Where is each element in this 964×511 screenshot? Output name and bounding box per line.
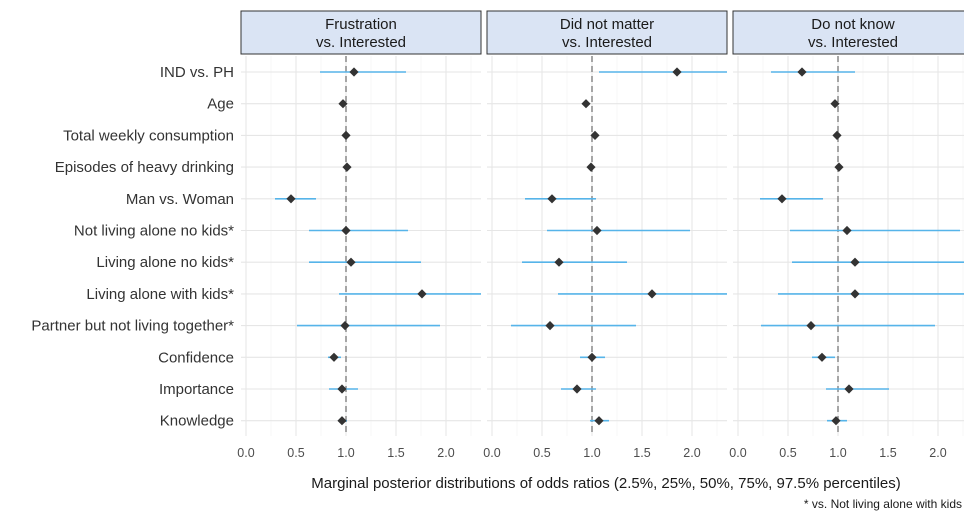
median-point xyxy=(832,130,842,140)
median-point xyxy=(777,194,787,204)
median-point xyxy=(831,416,841,426)
median-point xyxy=(337,384,347,394)
x-tick-label: 1.5 xyxy=(387,446,404,460)
median-point xyxy=(806,321,816,331)
facet-title-line1: Do not know xyxy=(811,16,895,33)
median-point xyxy=(338,99,348,109)
median-point xyxy=(844,384,854,394)
x-tick-label: 0.0 xyxy=(483,446,500,460)
x-tick-label: 1.0 xyxy=(583,446,600,460)
row-label: Living alone no kids* xyxy=(96,254,234,271)
row-label: Episodes of heavy drinking xyxy=(55,159,234,176)
facet-strip xyxy=(486,10,728,55)
x-tick-label: 2.0 xyxy=(437,446,454,460)
median-point xyxy=(554,257,564,267)
row-label: Living alone with kids* xyxy=(86,286,234,303)
median-point xyxy=(342,162,352,172)
facet-title-line2: vs. Interested xyxy=(562,34,652,51)
x-axis-title: Marginal posterior distributions of odds… xyxy=(311,475,900,492)
row-label: Confidence xyxy=(158,349,234,366)
median-point xyxy=(797,67,807,77)
x-tick-label: 0.0 xyxy=(729,446,746,460)
row-label: Man vs. Woman xyxy=(126,191,234,208)
facet-strip xyxy=(240,10,482,55)
median-point xyxy=(830,99,840,109)
x-tick-label: 2.0 xyxy=(929,446,946,460)
x-tick-label: 1.5 xyxy=(633,446,650,460)
median-point xyxy=(329,352,339,362)
median-point xyxy=(545,321,555,331)
median-point xyxy=(594,416,604,426)
median-point xyxy=(590,130,600,140)
median-point xyxy=(346,257,356,267)
row-label: Knowledge xyxy=(160,413,234,430)
footnote: * vs. Not living alone with kids xyxy=(804,497,962,511)
median-point xyxy=(586,162,596,172)
x-tick-label: 2.0 xyxy=(683,446,700,460)
median-point xyxy=(337,416,347,426)
median-point xyxy=(547,194,557,204)
x-tick-label: 1.0 xyxy=(829,446,846,460)
median-point xyxy=(834,162,844,172)
median-point xyxy=(341,130,351,140)
x-tick-label: 1.0 xyxy=(337,446,354,460)
median-point xyxy=(341,225,351,236)
median-point xyxy=(286,194,296,204)
x-tick-label: 0.5 xyxy=(779,446,796,460)
x-tick-label: 0.0 xyxy=(237,446,254,460)
facet-strip xyxy=(732,10,964,55)
x-tick-label: 1.5 xyxy=(879,446,896,460)
median-point xyxy=(572,384,582,394)
facet-title-line2: vs. Interested xyxy=(808,34,898,51)
row-label: Not living alone no kids* xyxy=(74,223,234,240)
median-point xyxy=(349,67,359,77)
facet-title-line1: Frustration xyxy=(325,16,397,33)
median-point xyxy=(587,352,597,362)
x-tick-label: 0.5 xyxy=(287,446,304,460)
facet-title-line2: vs. Interested xyxy=(316,34,406,51)
median-point xyxy=(417,289,427,299)
median-point xyxy=(842,225,852,236)
median-point xyxy=(581,99,591,109)
row-label: Importance xyxy=(159,381,234,398)
median-point xyxy=(850,289,860,299)
row-label: IND vs. PH xyxy=(160,64,234,81)
median-point xyxy=(592,225,602,236)
median-point xyxy=(817,352,827,362)
median-point xyxy=(672,67,682,77)
x-tick-label: 0.5 xyxy=(533,446,550,460)
row-labels: IND vs. PH Age Total weekly consumption Epi… xyxy=(31,64,234,430)
row-label: Age xyxy=(207,96,234,113)
facet-title-line1: Did not matter xyxy=(560,16,654,33)
median-point xyxy=(340,321,350,331)
row-label: Total weekly consumption xyxy=(63,127,234,144)
median-point xyxy=(850,257,860,267)
row-label: Partner but not living together* xyxy=(31,318,234,335)
median-point xyxy=(647,289,657,299)
